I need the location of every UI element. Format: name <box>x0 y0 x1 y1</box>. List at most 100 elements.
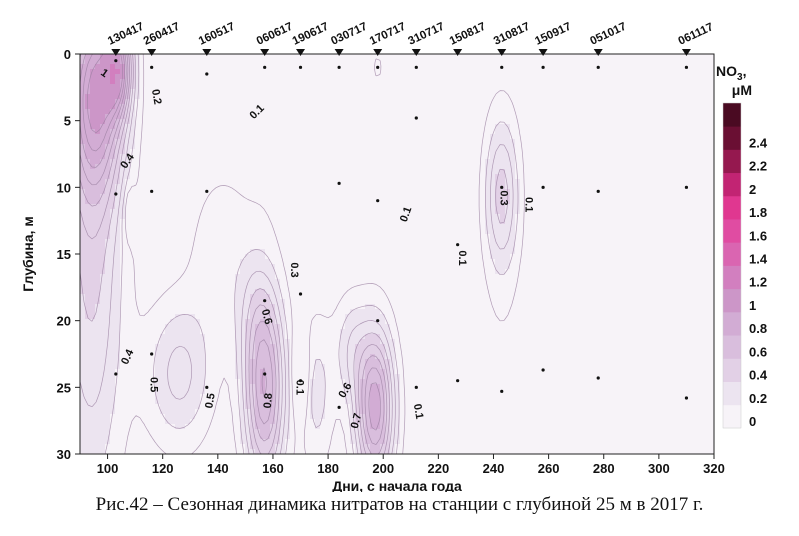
sample-point <box>114 372 118 376</box>
colorbar-tick-label: 1.2 <box>749 275 767 290</box>
sample-points <box>114 59 689 409</box>
y-tick-label: 30 <box>57 447 71 462</box>
station-marker <box>296 49 306 56</box>
station-marker <box>411 49 421 56</box>
sample-point <box>205 72 209 76</box>
colorbar-tick-label: 2.2 <box>749 159 767 174</box>
colorbar: NO3, μM 0 0.2 0.4 0.6 0.8 1 1.2 1.4 1.6 1.8 2 2.2 2.… <box>716 63 768 429</box>
sample-point <box>414 65 418 69</box>
y-tick-label: 15 <box>57 247 71 262</box>
x-axis: 100 120 140 160 180 200 220 240 260 280 300 320 <box>97 454 725 476</box>
colorbar-tick-label: 1 <box>749 298 756 313</box>
station-label: 310817 <box>492 21 532 48</box>
sample-point <box>150 65 154 69</box>
contour-label: 0.1 <box>456 250 468 265</box>
contour-label: 0.1 <box>522 197 534 212</box>
colorbar-band <box>723 404 741 429</box>
colorbar-band <box>723 288 741 313</box>
colorbar-unit: μM <box>732 82 752 98</box>
contour-label: 0.5 <box>203 392 217 409</box>
sample-point <box>414 116 418 120</box>
contour-line <box>124 54 525 454</box>
colorbar-title: NO3, <box>716 63 746 83</box>
colorbar-title-subscript: 3 <box>737 72 743 83</box>
station-label: 150817 <box>448 21 488 48</box>
x-tick-label: 220 <box>427 461 449 476</box>
sample-point <box>337 181 341 185</box>
sample-point <box>205 385 209 389</box>
contour-label: 0.1 <box>411 403 425 420</box>
colorbar-band <box>723 149 741 174</box>
sample-point <box>376 319 380 323</box>
sample-point <box>500 185 504 189</box>
station-marker <box>681 49 691 56</box>
nitrate-section-chart: 10.20.10.40.3 0.10.10.10.30.60.40.5 0.1 0.6… <box>20 21 768 492</box>
station-marker <box>147 49 157 56</box>
station-marker <box>260 49 270 56</box>
contour-label: 0.1 <box>398 205 415 223</box>
y-axis-label: Глубина, м <box>20 216 36 291</box>
colorbar-band <box>723 381 741 406</box>
sample-point <box>263 372 267 376</box>
contour-line <box>87 54 123 134</box>
colorbar-outline <box>722 102 742 429</box>
contour-label: 0.1 <box>294 380 306 395</box>
sample-point <box>684 396 689 400</box>
sample-point <box>541 65 545 69</box>
colorbar-tick-label: 2.4 <box>749 135 768 150</box>
station-marker <box>373 49 383 56</box>
sample-point <box>298 379 303 383</box>
colorbar-tick-label: 0.4 <box>749 368 768 383</box>
y-axis: 0 5 10 15 20 25 30 <box>57 47 80 462</box>
station-label: 130417 <box>106 21 146 48</box>
contour-label: 1 <box>98 67 110 80</box>
station-label: 060617 <box>255 21 295 48</box>
sample-point <box>150 352 154 356</box>
contour-label: 0.3 <box>288 262 300 277</box>
sample-point <box>541 185 545 189</box>
contour-labels: 10.20.10.40.3 0.10.10.10.30.60.40.5 0.1 0.6… <box>98 67 534 430</box>
station-label: 160517 <box>197 21 237 48</box>
sample-point <box>596 189 600 193</box>
colorbar-title-comma: , <box>743 63 747 79</box>
colorbar-band <box>723 172 741 197</box>
colorbar-band <box>723 265 741 290</box>
contour-line <box>80 54 381 431</box>
colorbar-band <box>723 311 741 336</box>
station-marker <box>497 49 507 56</box>
station-marker <box>538 49 548 56</box>
sample-point <box>376 199 380 203</box>
station-marker <box>593 49 603 56</box>
y-tick-label: 5 <box>64 114 71 129</box>
colorbar-tick-label: 0.2 <box>749 391 767 406</box>
contour-label: 0.7 <box>349 412 365 430</box>
contour-label: 0.6 <box>259 308 275 326</box>
station-marker <box>334 49 344 56</box>
sample-point <box>298 65 303 69</box>
sample-point <box>456 379 460 383</box>
colorbar-tick-label: 1.4 <box>749 252 768 267</box>
sample-point <box>596 65 600 69</box>
sample-point <box>114 192 118 196</box>
sample-point <box>596 376 600 380</box>
figure-caption: Рис.42 – Сезонная динамика нитратов на с… <box>95 494 704 515</box>
sample-point <box>500 389 504 393</box>
colorbar-tick-label: 0.6 <box>749 344 767 359</box>
station-marker <box>202 49 212 56</box>
station-label: 051017 <box>588 21 628 48</box>
colorbar-band <box>723 335 741 359</box>
sample-point <box>500 65 504 69</box>
station-label: 190617 <box>291 21 331 48</box>
x-tick-label: 180 <box>317 461 339 476</box>
contour-label: 0.5 <box>147 377 159 392</box>
colorbar-tick-label: 1.8 <box>749 205 767 220</box>
x-tick-label: 280 <box>593 461 615 476</box>
x-tick-label: 120 <box>152 461 174 476</box>
station-marker <box>453 49 463 56</box>
y-tick-label: 10 <box>57 180 71 195</box>
station-label: 061117 <box>677 21 716 48</box>
sample-point <box>263 65 267 69</box>
x-tick-label: 200 <box>372 461 394 476</box>
sample-point <box>541 368 545 372</box>
